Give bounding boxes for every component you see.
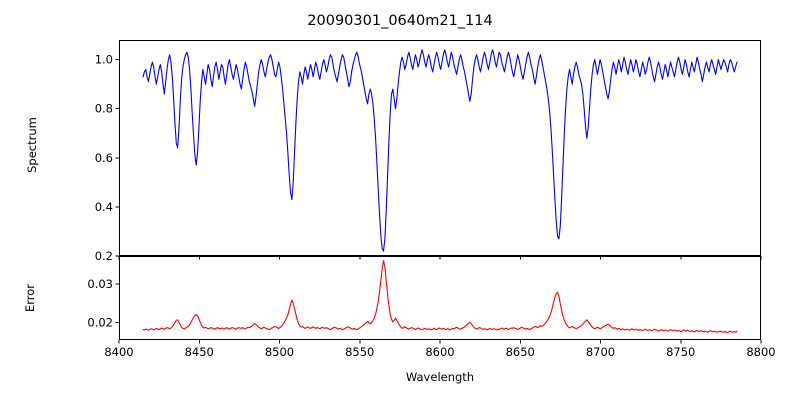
x-tick-label: 8700 bbox=[586, 345, 615, 359]
x-tick-label: 8650 bbox=[506, 345, 535, 359]
x-tick-label: 8550 bbox=[345, 345, 374, 359]
y-tick-label: 0.8 bbox=[95, 102, 113, 116]
y-tick-label: 0.2 bbox=[95, 249, 113, 263]
x-tick-label: 8600 bbox=[425, 345, 454, 359]
panel-frame-overlay bbox=[119, 40, 761, 256]
panel-frame bbox=[119, 256, 761, 340]
panel-frame bbox=[119, 40, 761, 256]
x-axis-label: Wavelength bbox=[405, 370, 475, 384]
y-tick-label: 0.4 bbox=[95, 200, 113, 214]
x-tick-label: 8450 bbox=[185, 345, 214, 359]
page-title: 20090301_0640m21_114 bbox=[307, 13, 493, 29]
spectrum-panel: 0.2 0.4 0.6 0.8 1.0 bbox=[95, 40, 762, 263]
panel-frame-overlay bbox=[119, 256, 761, 340]
spectrum-line bbox=[142, 49, 738, 252]
y-tick-label: 0.02 bbox=[87, 316, 113, 330]
y-tick-label: 1.0 bbox=[95, 53, 113, 67]
x-tick-label: 8500 bbox=[265, 345, 294, 359]
y-tick-label: 0.03 bbox=[87, 277, 113, 291]
x-tick-label: 8750 bbox=[666, 345, 695, 359]
x-tick-label: 8400 bbox=[104, 345, 133, 359]
x-tick-label: 8800 bbox=[746, 345, 775, 359]
error-line bbox=[142, 260, 738, 334]
error-panel: 0.02 0.03 8400 8450 8500 8550 8600 8650 8700 8750… bbox=[87, 256, 776, 359]
y-tick-label: 0.6 bbox=[95, 151, 113, 165]
